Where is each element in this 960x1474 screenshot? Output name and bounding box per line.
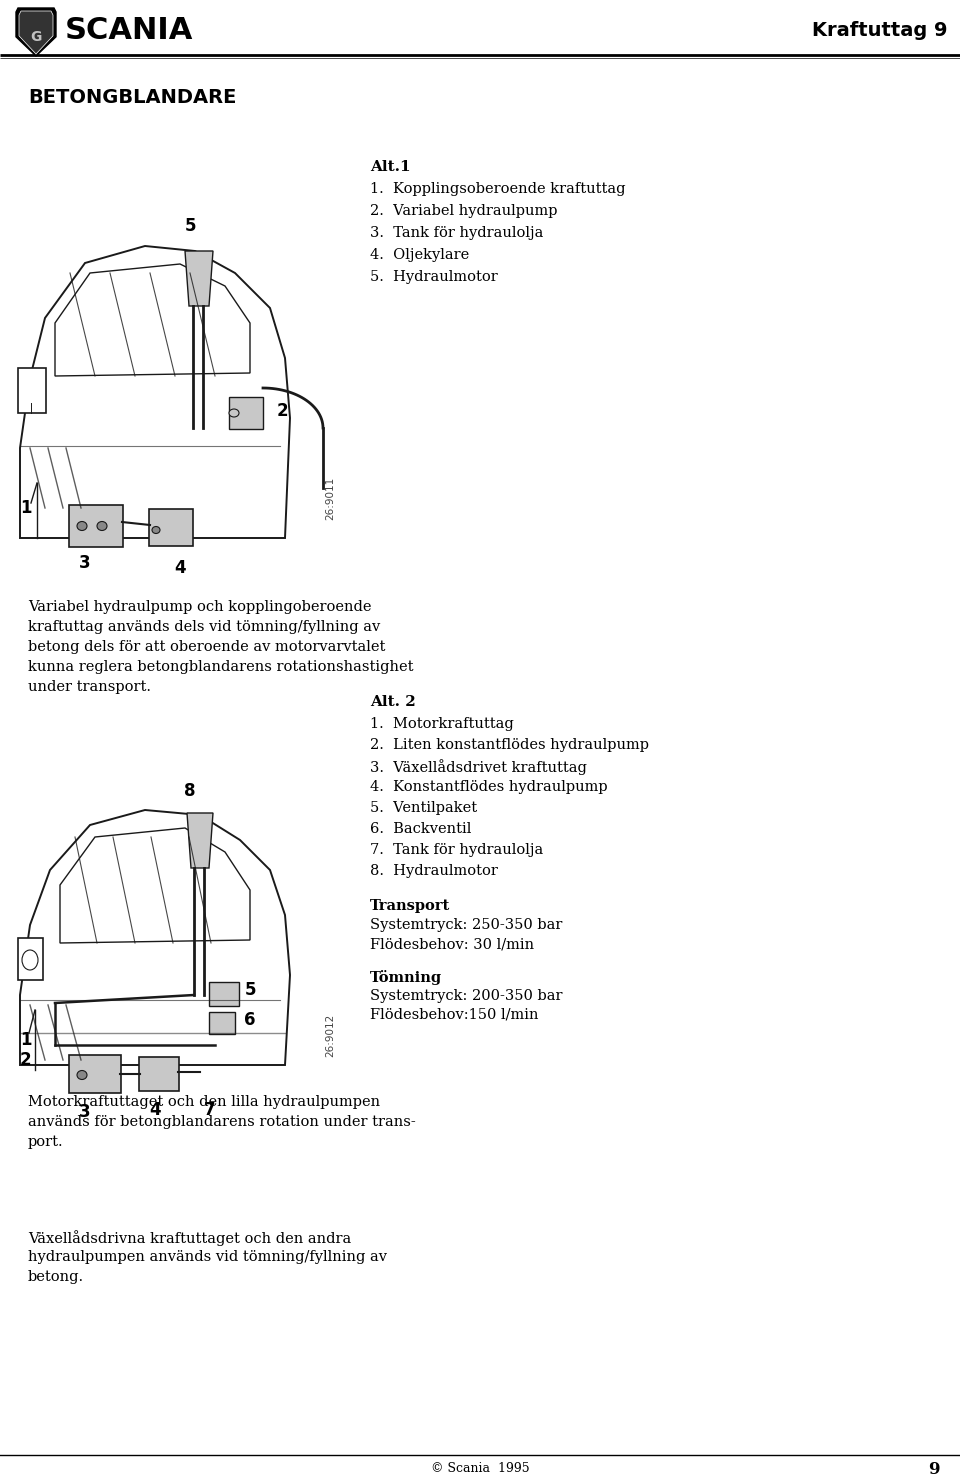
Text: 3.  Växellådsdrivet kraftuttag: 3. Växellådsdrivet kraftuttag	[370, 759, 587, 775]
Ellipse shape	[229, 408, 239, 417]
Text: 3: 3	[79, 554, 91, 572]
Text: Systemtryck: 250-350 bar: Systemtryck: 250-350 bar	[370, 918, 563, 932]
Text: 5: 5	[184, 217, 196, 234]
FancyBboxPatch shape	[229, 397, 263, 429]
Text: Flödesbehov: 30 l/min: Flödesbehov: 30 l/min	[370, 937, 534, 951]
Text: Motorkraftuttaget och den lilla hydraulpumpen: Motorkraftuttaget och den lilla hydraulp…	[28, 1095, 380, 1108]
Text: 4.  Konstantflödes hydraulpump: 4. Konstantflödes hydraulpump	[370, 780, 608, 794]
Text: SCANIA: SCANIA	[65, 16, 193, 44]
FancyBboxPatch shape	[18, 937, 43, 980]
Text: 1.  Motorkraftuttag: 1. Motorkraftuttag	[370, 716, 514, 731]
Text: 4.  Oljekylare: 4. Oljekylare	[370, 248, 469, 262]
Text: 5.  Hydraulmotor: 5. Hydraulmotor	[370, 270, 497, 284]
Text: Växellådsdrivna kraftuttaget och den andra: Växellådsdrivna kraftuttaget och den and…	[28, 1229, 351, 1246]
Text: 4: 4	[174, 559, 186, 576]
Text: 3.  Tank för hydraulolja: 3. Tank för hydraulolja	[370, 226, 543, 240]
Text: port.: port.	[28, 1135, 63, 1150]
Text: Alt.1: Alt.1	[370, 161, 411, 174]
Text: 9: 9	[928, 1461, 940, 1474]
Ellipse shape	[97, 522, 107, 531]
Text: 2.  Liten konstantflödes hydraulpump: 2. Liten konstantflödes hydraulpump	[370, 738, 649, 752]
FancyBboxPatch shape	[139, 1057, 179, 1091]
Text: kraftuttag används dels vid tömning/fyllning av: kraftuttag används dels vid tömning/fyll…	[28, 621, 380, 634]
Text: BETONGBLANDARE: BETONGBLANDARE	[28, 88, 236, 108]
Text: Variabel hydraulpump och kopplingoberoende: Variabel hydraulpump och kopplingoberoen…	[28, 600, 372, 615]
FancyBboxPatch shape	[69, 1055, 121, 1094]
Ellipse shape	[77, 1070, 87, 1079]
Text: 8.  Hydraulmotor: 8. Hydraulmotor	[370, 864, 498, 879]
Text: betong.: betong.	[28, 1271, 84, 1284]
Text: hydraulpumpen används vid tömning/fyllning av: hydraulpumpen används vid tömning/fyllni…	[28, 1250, 387, 1265]
Text: 1.  Kopplingsoberoende kraftuttag: 1. Kopplingsoberoende kraftuttag	[370, 181, 626, 196]
Text: Flödesbehov:150 l/min: Flödesbehov:150 l/min	[370, 1008, 539, 1021]
Text: betong dels för att oberoende av motorvarvtalet: betong dels för att oberoende av motorva…	[28, 640, 385, 654]
FancyBboxPatch shape	[209, 1013, 235, 1033]
Text: 26:9012: 26:9012	[325, 1014, 335, 1057]
Text: 8: 8	[184, 783, 196, 800]
Text: © Scania  1995: © Scania 1995	[431, 1462, 529, 1474]
Text: 1: 1	[20, 500, 32, 517]
FancyBboxPatch shape	[149, 509, 193, 545]
Text: 2.  Variabel hydraulpump: 2. Variabel hydraulpump	[370, 203, 558, 218]
Text: G: G	[31, 29, 41, 44]
Text: Kraftuttag 9: Kraftuttag 9	[812, 21, 948, 40]
Text: 2: 2	[276, 402, 288, 420]
Polygon shape	[187, 814, 213, 868]
FancyBboxPatch shape	[18, 368, 46, 413]
Text: 7.  Tank för hydraulolja: 7. Tank för hydraulolja	[370, 843, 543, 856]
Text: kunna reglera betongblandarens rotationshastighet: kunna reglera betongblandarens rotations…	[28, 660, 414, 674]
Text: 5: 5	[244, 982, 255, 999]
Text: under transport.: under transport.	[28, 680, 151, 694]
Polygon shape	[19, 10, 53, 55]
Polygon shape	[185, 251, 213, 307]
Text: 3: 3	[79, 1103, 91, 1122]
Ellipse shape	[22, 951, 38, 970]
Ellipse shape	[77, 522, 87, 531]
Text: Alt. 2: Alt. 2	[370, 696, 416, 709]
Text: 7: 7	[204, 1101, 216, 1119]
Text: 1: 1	[20, 1030, 32, 1049]
Text: 6: 6	[244, 1011, 255, 1029]
Text: Systemtryck: 200-350 bar: Systemtryck: 200-350 bar	[370, 989, 563, 1002]
Text: Transport: Transport	[370, 899, 450, 912]
FancyBboxPatch shape	[69, 506, 123, 547]
Polygon shape	[16, 7, 56, 56]
Text: 5.  Ventilpaket: 5. Ventilpaket	[370, 800, 477, 815]
FancyBboxPatch shape	[209, 982, 239, 1005]
Ellipse shape	[152, 526, 160, 534]
Text: 2: 2	[20, 1051, 32, 1069]
Text: 26:9011: 26:9011	[325, 476, 335, 520]
Text: Tömning: Tömning	[370, 970, 443, 985]
Text: används för betongblandarens rotation under trans-: används för betongblandarens rotation un…	[28, 1114, 416, 1129]
Text: 6.  Backventil: 6. Backventil	[370, 822, 471, 836]
Text: 4: 4	[149, 1101, 161, 1119]
